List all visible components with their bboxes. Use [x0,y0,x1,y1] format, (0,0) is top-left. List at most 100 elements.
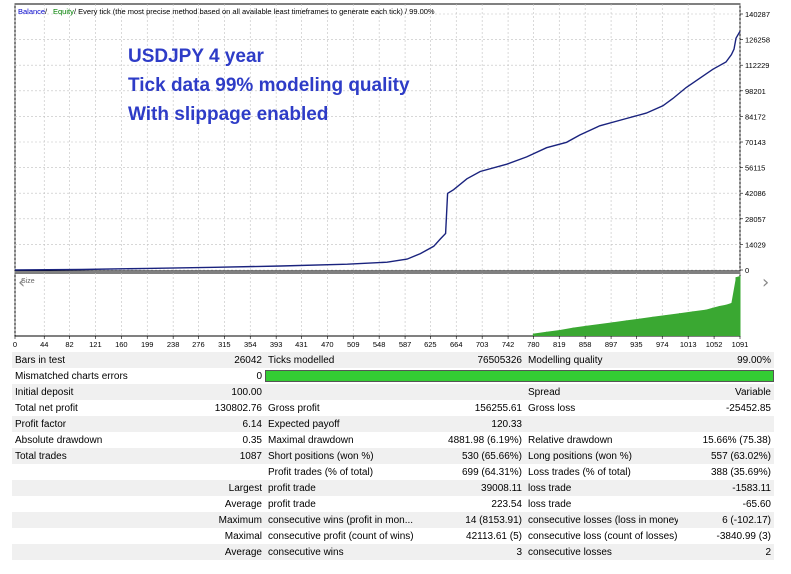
report-value-2: 699 (64.31%) [420,464,525,480]
x-tick-label: 935 [630,340,643,349]
report-value-1: Average [165,544,265,560]
legend-equity: Equity [53,7,74,16]
x-tick-label: 470 [321,340,334,349]
report-label-2 [265,384,420,400]
volume-bar [705,309,707,336]
volume-bar [665,315,667,336]
legend-sep: / [45,7,48,16]
report-label-2: Profit trades (% of total) [265,464,420,480]
volume-label: Size [21,278,35,285]
x-tick-label: 431 [295,340,308,349]
y-tick-label: 140287 [745,10,770,19]
report-label-2: Short positions (won %) [265,448,420,464]
report-label-2: Maximal drawdown [265,432,420,448]
report-value-3: 557 (63.02%) [678,448,774,464]
report-value-1: Largest [165,480,265,496]
volume-bars [532,276,741,336]
y-axis-tick-labels: 140287 126258 112229 98201 84172 70143 56115 42… [740,10,770,275]
report-row: Profit factor 6.14 Expected payoff 120.33 [12,416,774,432]
legend-balance: Balance [18,7,45,16]
volume-bar [712,307,714,336]
report-value-2: 39008.11 [420,480,525,496]
x-axis-tick-labels: 0 44 82 121 160 199 238 276 315 354 393 431 470 509 54… [13,336,748,349]
y-tick-label: 112229 [745,61,769,70]
x-tick-label: 354 [244,340,257,349]
report-value-1 [165,464,265,480]
report-label-1: Total net profit [12,400,165,416]
report-label-1 [12,464,165,480]
report-label-2: Expected payoff [265,416,420,432]
report-value-1: Average [165,496,265,512]
x-tick-label: 625 [424,340,437,349]
volume-bar [718,306,720,336]
x-tick-label: 1013 [680,340,697,349]
report-row: Profit trades (% of total) 699 (64.31%) Lo… [12,464,774,480]
report-label-3: consecutive loss (count of losses) [525,528,678,544]
volume-bar [599,324,601,336]
report-label-3: Relative drawdown [525,432,678,448]
report-label-2: Gross profit [265,400,420,416]
y-tick-label: 14029 [745,240,766,249]
report-label-3: consecutive losses (loss in money) [525,512,678,528]
modelling-quality-bar [265,370,774,382]
report-label-2: consecutive wins (profit in mon... [265,512,420,528]
report-value-2: 14 (8153.91) [420,512,525,528]
report-value-3: -25452.85 [678,400,774,416]
x-tick-label: 974 [656,340,669,349]
report-label-1: Mismatched charts errors [12,368,165,384]
report-row: Average profit trade 223.54 loss trade -65.6… [12,496,774,512]
report-label-3: Spread [525,384,678,400]
report-label-1 [12,512,165,528]
horizontal-grid [15,13,740,271]
left-arrow-icon[interactable]: ‹ [18,272,26,293]
report-value-1: 0 [165,368,265,384]
annotation-line-2: Tick data 99% modeling quality [128,75,410,96]
report-value-1: 0.35 [165,432,265,448]
report-label-3: Gross loss [525,400,678,416]
volume-bar [725,304,727,336]
report-value-3: 388 (35.69%) [678,464,774,480]
volume-bar [572,327,574,336]
x-tick-label: 780 [527,340,540,349]
chart-area: 140287 126258 112229 98201 84172 70143 56115 42… [13,3,770,349]
report-value-1: 130802.76 [165,400,265,416]
report-value-3: 2 [678,544,774,560]
x-tick-label: 0 [13,340,17,349]
report-value-1: Maximum [165,512,265,528]
volume-bar [546,331,548,336]
chevron-right-icon[interactable]: › [762,272,770,293]
report-label-2: profit trade [265,480,420,496]
report-value-1: 100.00 [165,384,265,400]
volume-bar [692,311,694,336]
report-label-3: loss trade [525,480,678,496]
x-tick-label: 82 [65,340,73,349]
report-label-1 [12,544,165,560]
x-tick-label: 315 [218,340,231,349]
x-tick-label: 897 [605,340,618,349]
report-value-2: 156255.61 [420,400,525,416]
y-tick-label: 0 [745,266,749,275]
report-value-3: -3840.99 (3) [678,528,774,544]
report-row: Average consecutive wins 3 consecutive loss… [12,544,774,560]
report-value-3: 6 (-102.17) [678,512,774,528]
x-tick-label: 199 [141,340,154,349]
report-row: Total net profit 130802.76 Gross profit 156… [12,400,774,416]
x-tick-label: 819 [553,340,566,349]
y-tick-label: 28057 [745,215,766,224]
volume-bar [585,325,587,336]
report-label-1 [12,528,165,544]
y-tick-label: 56115 [745,164,765,173]
volume-bar [679,313,681,336]
report-value-1: Maximal [165,528,265,544]
report-value-2: 3 [420,544,525,560]
volume-bar [739,276,741,336]
x-tick-label: 393 [270,340,283,349]
y-tick-label: 70143 [745,138,766,147]
volume-bar [532,333,534,336]
main-chart-frame [14,3,741,272]
volume-bar [639,318,641,336]
x-tick-label: 160 [115,340,128,349]
report-value-2: 76505326 [420,352,525,368]
annotation-line-1: USDJPY 4 year [128,46,265,67]
report-label-2: profit trade [265,496,420,512]
